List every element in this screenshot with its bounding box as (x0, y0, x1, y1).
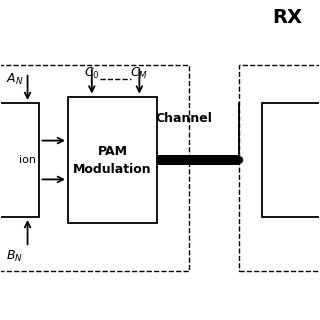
Bar (157, 155, 239, 165)
Circle shape (236, 157, 243, 163)
Text: Channel: Channel (155, 112, 212, 125)
Bar (68, 97, 157, 223)
Text: ion: ion (19, 155, 36, 165)
Bar (261, 103, 320, 217)
Text: $C_M$: $C_M$ (130, 66, 148, 81)
Text: PAM
Modulation: PAM Modulation (73, 145, 152, 175)
Text: $C_0$: $C_0$ (84, 66, 100, 81)
Text: $B_N$: $B_N$ (6, 249, 23, 264)
Text: $A_N$: $A_N$ (6, 72, 24, 87)
Text: RX: RX (272, 8, 302, 27)
Bar (0, 103, 39, 217)
Bar (239, 65, 320, 271)
Bar (0, 65, 188, 271)
